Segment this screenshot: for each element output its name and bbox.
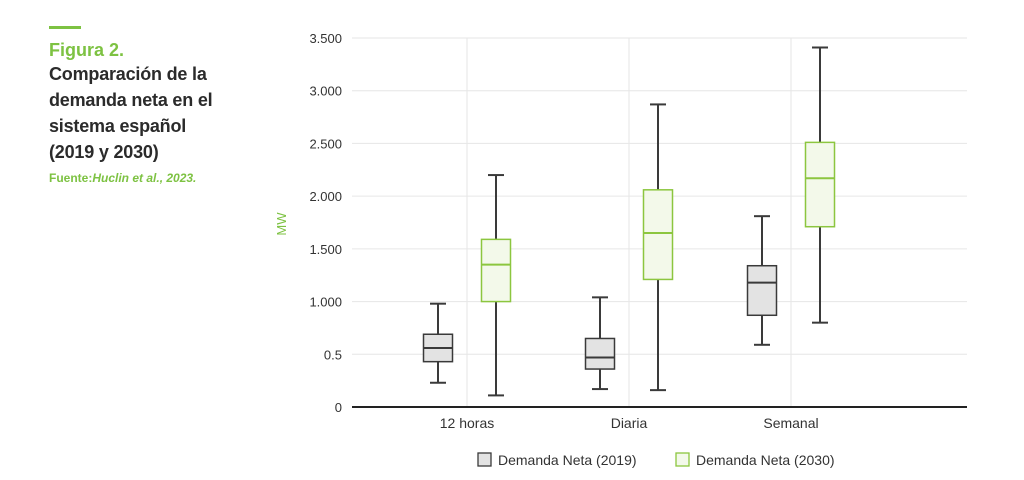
legend-label-2019: Demanda Neta (2019) (498, 452, 637, 468)
box-iqr (480, 238, 512, 303)
box-iqr (804, 141, 836, 228)
figure-label: Figura 2. (49, 40, 125, 60)
legend-swatch-2019 (477, 452, 492, 467)
x-tick-label: 12 horas (440, 415, 494, 431)
figure-source: Fuente:Huclin et al., 2023. (49, 171, 269, 185)
y-tick-label: 1.500 (309, 242, 342, 257)
box-2019 (584, 296, 616, 391)
box-2030 (480, 174, 512, 397)
legend-label-2030: Demanda Neta (2030) (696, 452, 835, 468)
figure-title: Comparación de la demanda neta en el sis… (49, 61, 269, 165)
box-2019 (746, 215, 778, 346)
x-axis-ticks: 12 horas Diaria Semanal (440, 415, 819, 431)
box-iqr (746, 264, 778, 317)
figure-title-line: (2019 y 2030) (49, 142, 159, 162)
figure-title-line: Comparación de la (49, 64, 207, 84)
y-tick-label: 1.000 (309, 295, 342, 310)
figure-title-line: demanda neta en el (49, 90, 213, 110)
legend-swatch-2030 (675, 452, 690, 467)
box-2030 (642, 103, 674, 392)
box-2030 (804, 46, 836, 324)
box-iqr (642, 189, 674, 281)
accent-line (49, 26, 81, 29)
box-iqr (584, 337, 616, 370)
y-axis-label: MW (274, 212, 289, 236)
y-tick-label: 0.5 (324, 347, 342, 362)
x-tick-label: Semanal (763, 415, 818, 431)
boxes (422, 46, 836, 397)
y-tick-label: 2.000 (309, 189, 342, 204)
box-2019 (422, 302, 454, 384)
y-tick-label: 3.500 (309, 31, 342, 46)
y-tick-label: 0 (335, 400, 342, 415)
y-tick-label: 3.000 (309, 84, 342, 99)
y-tick-label: 2.500 (309, 136, 342, 151)
figure-title-line: sistema español (49, 116, 187, 136)
source-reference: Huclin et al., 2023. (92, 171, 197, 185)
legend: Demanda Neta (2019) Demanda Neta (2030) (477, 452, 835, 468)
grid (352, 37, 967, 407)
y-axis-ticks: 0 0.5 1.000 1.500 2.000 2.500 3.000 3.500 (309, 31, 342, 415)
figure-caption: Figura 2. Comparación de la demanda neta… (49, 26, 269, 185)
source-prefix: Fuente: (49, 171, 93, 185)
x-tick-label: Diaria (611, 415, 648, 431)
